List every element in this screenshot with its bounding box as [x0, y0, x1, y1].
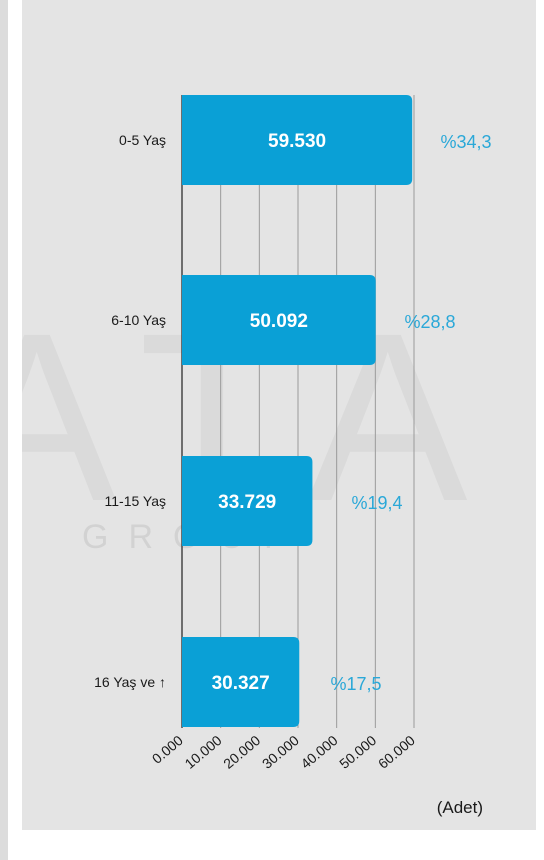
x-tick-label-0: 0.000	[149, 732, 186, 767]
category-label-2: 11-15 Yaş	[105, 493, 167, 509]
percent-label-1: %28,8	[404, 312, 455, 332]
bar-value-label-2: 33.729	[218, 492, 276, 513]
grid-lines	[181, 95, 415, 728]
bar-1	[182, 275, 376, 365]
left-border-strip	[0, 0, 8, 860]
x-tick-label-5: 50.000	[336, 732, 379, 772]
bar-value-label-1: 50.092	[250, 311, 308, 332]
percent-label-3: %17,5	[330, 674, 381, 694]
unit-label: (Adet)	[437, 798, 483, 817]
bar-3	[182, 637, 300, 727]
category-label-3: 16 Yaş ve ↑	[94, 674, 166, 690]
category-label-0: 0-5 Yaş	[119, 132, 166, 148]
x-tick-label-6: 60.000	[375, 732, 418, 772]
percent-label-0: %34,3	[440, 132, 491, 152]
percent-label-2: %19,4	[351, 493, 402, 513]
labels: 0-5 Yaş 59.530 %34,3 6-10 Yaş 50.092 %28,8 11-…	[94, 131, 491, 694]
bar-0	[182, 95, 413, 185]
x-tick-label-2: 20.000	[220, 732, 263, 772]
bars	[182, 95, 413, 727]
x-axis-ticks: 0.00010.00020.00030.00040.00050.00060.00…	[149, 732, 418, 772]
x-tick-label-3: 30.000	[259, 732, 302, 772]
x-tick-label-4: 40.000	[298, 732, 341, 772]
category-label-1: 6-10 Yaş	[111, 312, 166, 328]
bar-value-label-0: 59.530	[268, 131, 326, 152]
bar-value-label-3: 30.327	[212, 673, 270, 694]
x-tick-label-1: 10.000	[182, 732, 225, 772]
bar-2	[182, 456, 313, 546]
